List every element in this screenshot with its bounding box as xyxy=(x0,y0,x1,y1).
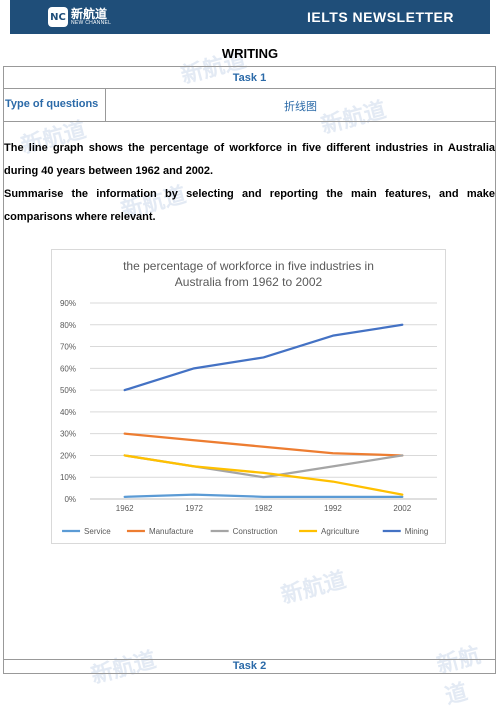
type-of-questions-label: Type of questions xyxy=(5,98,99,110)
y-tick-label: 30% xyxy=(60,430,76,439)
x-tick-label: 1972 xyxy=(185,504,203,513)
series-line-mining xyxy=(123,323,404,392)
series-line-agriculture xyxy=(123,454,404,496)
x-tick-label: 2002 xyxy=(393,504,411,513)
x-tick-label: 1962 xyxy=(116,504,134,513)
divider xyxy=(3,121,496,122)
x-tick-label: 1992 xyxy=(324,504,342,513)
chart-title-line: the percentage of workforce in five indu… xyxy=(123,259,374,273)
divider xyxy=(3,659,496,660)
y-tick-label: 80% xyxy=(60,321,76,330)
legend-label: Construction xyxy=(233,527,278,536)
y-tick-label: 10% xyxy=(60,473,76,482)
legend-label: Agriculture xyxy=(321,527,360,536)
y-tick-label: 90% xyxy=(60,299,76,308)
series-line-service xyxy=(123,493,404,498)
question-type-value: 折线图 xyxy=(284,100,317,113)
task1-instruction-paragraph: Summarise the information by selecting a… xyxy=(4,188,495,223)
newsletter-title: IELTS NEWSLETTER xyxy=(307,9,454,25)
y-tick-label: 70% xyxy=(60,343,76,352)
legend-label: Service xyxy=(84,527,111,536)
y-tick-label: 0% xyxy=(64,495,76,504)
legend-label: Manufacture xyxy=(149,527,194,536)
section-title: WRITING xyxy=(221,46,279,61)
chart-title: the percentage of workforce in five indu… xyxy=(52,258,445,290)
logo-chinese-name: 新航道 xyxy=(71,7,108,21)
legend-label: Mining xyxy=(405,527,429,536)
divider xyxy=(3,88,496,89)
y-tick-label: 20% xyxy=(60,451,76,460)
x-tick-label: 1982 xyxy=(255,504,273,513)
divider xyxy=(105,88,106,121)
line-chart: the percentage of workforce in five indu… xyxy=(51,249,446,544)
task1-label: Task 1 xyxy=(232,72,267,84)
task2-label: Task 2 xyxy=(232,660,267,672)
task1-prompt-paragraph: The line graph shows the percentage of w… xyxy=(4,142,495,177)
newsletter-header: NC 新航道 NEW CHANNEL IELTS NEWSLETTER xyxy=(10,0,490,34)
y-tick-label: 50% xyxy=(60,386,76,395)
series-line-manufacture xyxy=(123,432,404,457)
y-tick-label: 60% xyxy=(60,364,76,373)
logo-english-name: NEW CHANNEL xyxy=(71,20,112,26)
brand-logo: NC 新航道 NEW CHANNEL xyxy=(48,7,111,27)
logo-mark-icon: NC xyxy=(48,7,68,27)
chart-title-line: Australia from 1962 to 2002 xyxy=(174,275,323,289)
y-tick-label: 40% xyxy=(60,408,76,417)
chart-plot: 0% 10% 20% 30% 40% 50% 60% 70% 80% 90% 1962 1972 198… xyxy=(60,299,437,536)
